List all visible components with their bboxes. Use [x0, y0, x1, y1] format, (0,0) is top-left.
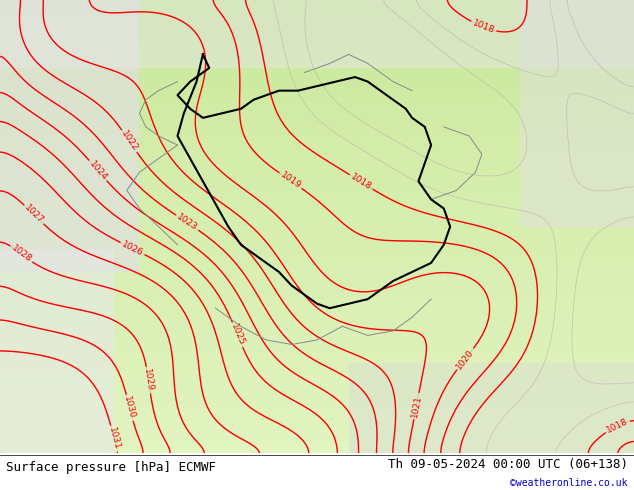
- Text: 1028: 1028: [10, 244, 33, 265]
- Text: 1018: 1018: [349, 172, 373, 192]
- Text: Surface pressure [hPa] ECMWF: Surface pressure [hPa] ECMWF: [6, 462, 216, 474]
- Text: 1021: 1021: [410, 394, 423, 418]
- Text: 1018: 1018: [471, 19, 496, 35]
- Text: 1029: 1029: [143, 368, 155, 392]
- Text: 1027: 1027: [23, 203, 45, 226]
- Text: 1024: 1024: [87, 159, 108, 182]
- Text: 1020: 1020: [455, 347, 476, 371]
- Bar: [349, 363, 634, 453]
- Text: 1019: 1019: [278, 171, 302, 191]
- Text: 1025: 1025: [229, 322, 246, 347]
- Text: Th 09-05-2024 00:00 UTC (06+138): Th 09-05-2024 00:00 UTC (06+138): [387, 458, 628, 471]
- Bar: [0, 0, 634, 68]
- Text: 1018: 1018: [605, 416, 630, 435]
- Text: 1031: 1031: [107, 426, 122, 451]
- Text: 1023: 1023: [175, 213, 199, 233]
- Text: 1030: 1030: [122, 395, 137, 420]
- Text: 1022: 1022: [119, 129, 139, 153]
- Text: 1026: 1026: [120, 240, 145, 258]
- Bar: [0, 249, 114, 453]
- Bar: [520, 0, 634, 226]
- Text: ©weatheronline.co.uk: ©weatheronline.co.uk: [510, 478, 628, 488]
- Bar: [0, 0, 139, 272]
